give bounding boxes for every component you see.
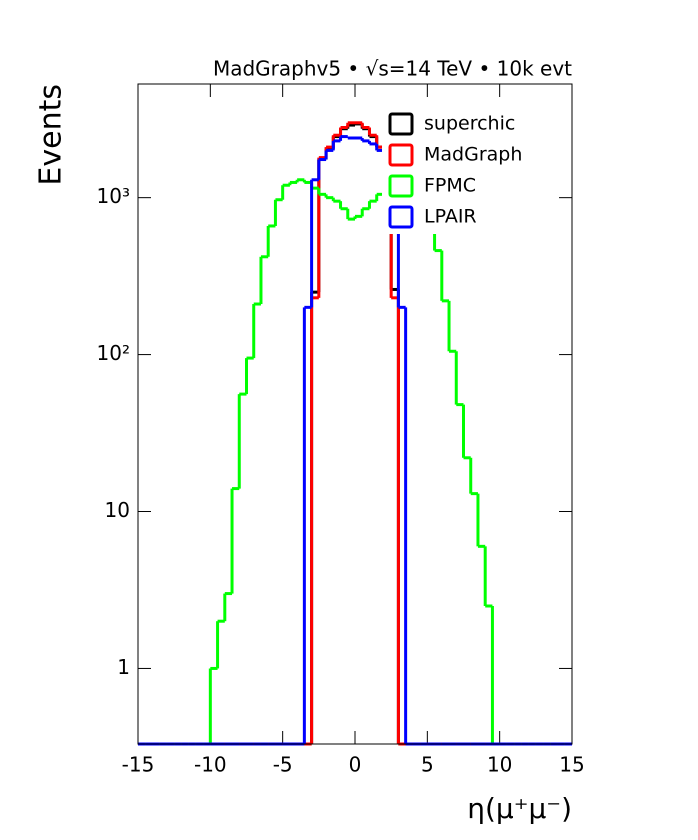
x-tick-label: 5 bbox=[421, 753, 434, 777]
y-axis-label: Events bbox=[34, 84, 69, 186]
y-tick-label: 10 bbox=[105, 498, 130, 522]
x-tick-label: 0 bbox=[349, 753, 362, 777]
legend-label: MadGraph bbox=[424, 144, 522, 166]
x-tick-label: 15 bbox=[559, 753, 584, 777]
legend-swatch bbox=[388, 174, 414, 198]
x-tick-label: 10 bbox=[487, 753, 512, 777]
y-tick-label: 10³ bbox=[97, 184, 130, 208]
legend-label: FPMC bbox=[424, 175, 476, 197]
chart-title: MadGraphv5 • √s=14 TeV • 10k evt bbox=[213, 57, 572, 81]
legend-swatch bbox=[388, 205, 414, 229]
legend-swatch bbox=[388, 143, 414, 167]
x-axis-label: η(μ⁺μ⁻) bbox=[467, 792, 572, 825]
y-tick-label: 1 bbox=[117, 655, 130, 679]
x-tick-label: -15 bbox=[122, 753, 155, 777]
x-tick-label: -5 bbox=[273, 753, 293, 777]
plot-frame bbox=[137, 83, 573, 745]
legend-swatch bbox=[388, 112, 414, 136]
y-tick-label: 10² bbox=[97, 341, 130, 365]
legend-label: superchic bbox=[424, 113, 515, 135]
x-tick-label: -10 bbox=[194, 753, 227, 777]
legend-label: LPAIR bbox=[424, 206, 477, 228]
